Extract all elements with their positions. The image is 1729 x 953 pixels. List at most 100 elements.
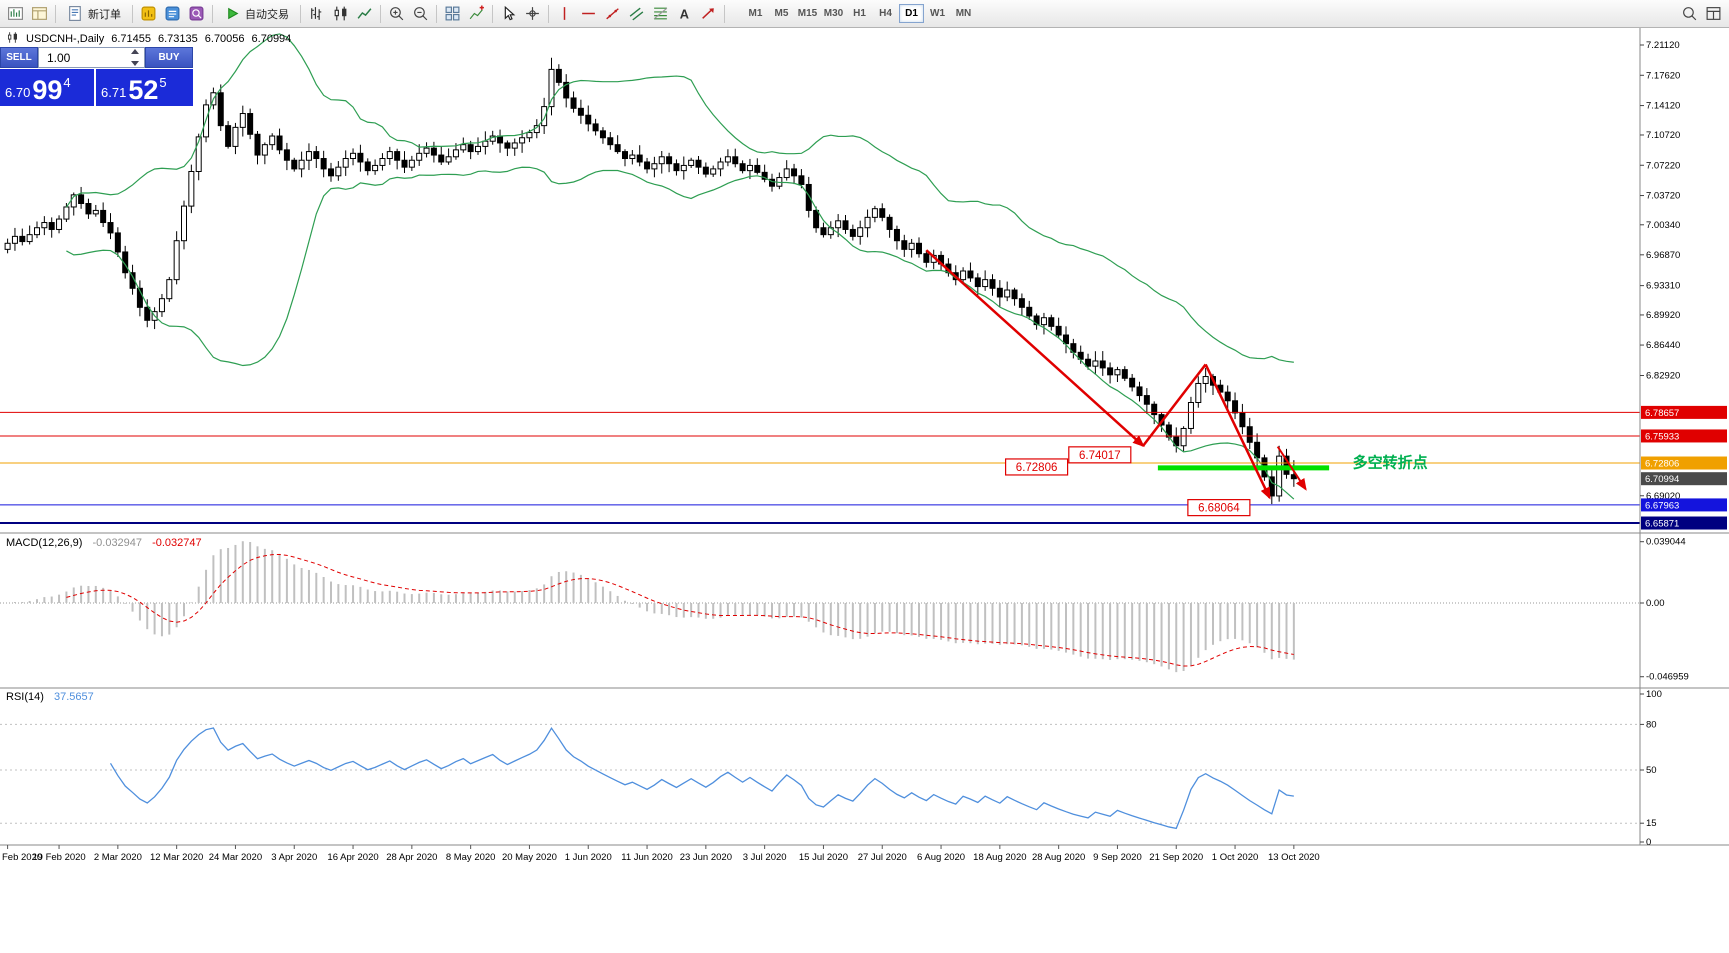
svg-text:6.89920: 6.89920	[1646, 310, 1680, 321]
svg-text:15 Jul 2020: 15 Jul 2020	[799, 852, 848, 863]
macd-main-value: -0.032947	[92, 537, 143, 549]
toolbar-separator	[300, 4, 301, 23]
main-toolbar: 新订单 自动交易 A M1 M5 M15 M30 H1 H4 D1 W1 MN	[0, 0, 1729, 28]
timeframe-mn-button[interactable]: MN	[955, 8, 972, 19]
svg-text:16 Apr 2020: 16 Apr 2020	[327, 852, 378, 863]
autotrading-label: 自动交易	[245, 8, 289, 21]
svg-text:7.17620: 7.17620	[1646, 70, 1680, 81]
ask-prefix: 6.71	[101, 85, 127, 100]
toolbar-separator	[548, 4, 549, 23]
svg-text:6.68064: 6.68064	[1198, 503, 1240, 515]
ask-price-panel[interactable]: 6.71 52 5	[96, 69, 193, 106]
zoom-out-icon	[414, 7, 428, 21]
toolbar-separator	[436, 4, 437, 23]
new-order-icon	[69, 6, 81, 21]
toolbar-separator	[380, 4, 381, 23]
new-chart-button[interactable]	[4, 2, 27, 25]
volume-spinner[interactable]	[131, 49, 142, 66]
cursor-icon	[504, 5, 516, 21]
timeframe-toolbar: M1 M5 M15 M30 H1 H4 D1 W1 MN	[743, 4, 976, 23]
timeframe-h4-button[interactable]: H4	[879, 8, 892, 19]
tile-windows-button[interactable]	[441, 2, 464, 25]
svg-text:6.74017: 6.74017	[1079, 450, 1121, 462]
trendline-button[interactable]	[601, 2, 624, 25]
svg-text:23 Jun 2020: 23 Jun 2020	[680, 852, 732, 863]
symbol-title: USDCNH-,Daily	[26, 33, 105, 45]
sell-button[interactable]: SELL	[0, 47, 38, 68]
zoom-out-button[interactable]	[409, 2, 432, 25]
svg-text:6.65871: 6.65871	[1645, 519, 1679, 530]
timeframe-m5-button[interactable]: M5	[774, 8, 789, 19]
svg-text:1 Jun 2020: 1 Jun 2020	[565, 852, 612, 863]
profiles-button[interactable]	[28, 2, 51, 25]
spinner-up-icon[interactable]	[131, 49, 139, 54]
buy-button[interactable]: BUY	[145, 47, 193, 68]
vertical-line-button[interactable]	[553, 2, 576, 25]
ohlc-close: 6.70994	[251, 33, 292, 45]
svg-text:9 Sep 2020: 9 Sep 2020	[1093, 852, 1142, 863]
macd-axis[interactable]: 0.039044 0.00 -0.046959	[1640, 537, 1689, 683]
svg-text:-0.046959: -0.046959	[1646, 672, 1689, 683]
timeframe-d1-button[interactable]: D1	[899, 4, 924, 23]
timeframe-m15-button[interactable]: M15	[797, 8, 818, 19]
autotrading-button[interactable]: 自动交易	[217, 2, 296, 25]
text-button[interactable]: A	[673, 2, 696, 25]
horizontal-line-button[interactable]	[577, 2, 600, 25]
svg-text:50: 50	[1646, 765, 1657, 776]
crosshair-button[interactable]	[521, 2, 544, 25]
new-chart-icon	[8, 7, 23, 20]
symbol-chart-icon	[6, 31, 19, 47]
volume-value: 1.00	[47, 50, 71, 65]
toolbar-separator	[492, 4, 493, 23]
svg-text:19 Feb 2020: 19 Feb 2020	[32, 852, 85, 863]
new-order-button[interactable]: 新订单	[60, 2, 128, 25]
indicators-button[interactable]	[465, 2, 488, 25]
svg-text:7.00340: 7.00340	[1646, 220, 1680, 231]
price-axis[interactable]: 7.21120 7.17620 7.14120 7.10720 7.07220 7.037…	[1640, 40, 1727, 530]
note-label[interactable]: 多空转折点	[1353, 454, 1428, 472]
cursor-button[interactable]	[497, 2, 520, 25]
data-window-icon	[165, 6, 180, 21]
navigator-button[interactable]	[185, 2, 208, 25]
candlestick-button[interactable]	[329, 2, 352, 25]
layout-button[interactable]	[1702, 2, 1725, 25]
rsi-axis[interactable]: 100 80 50 15 0	[1640, 689, 1662, 848]
ohlc-open: 6.71455	[111, 33, 151, 45]
market-watch-button[interactable]	[137, 2, 160, 25]
timeframe-w1-button[interactable]: W1	[930, 8, 945, 19]
bid-price-panel[interactable]: 6.70 99 4	[0, 69, 94, 106]
horizontal-level-lines[interactable]	[0, 411, 1640, 525]
svg-text:7.14120: 7.14120	[1646, 101, 1680, 112]
horizontal-line-icon	[582, 12, 595, 15]
svg-text:多空转折点: 多空转折点	[1353, 454, 1428, 472]
zoom-in-button[interactable]	[385, 2, 408, 25]
data-window-button[interactable]	[161, 2, 184, 25]
spinner-down-icon[interactable]	[131, 61, 139, 66]
arrows-button[interactable]	[697, 2, 720, 25]
svg-text:2 Mar 2020: 2 Mar 2020	[94, 852, 142, 863]
timeframe-m30-button[interactable]: M30	[823, 8, 844, 19]
trend-arrows[interactable]	[925, 249, 1307, 500]
timeframe-h1-button[interactable]: H1	[853, 8, 866, 19]
bar-chart-icon	[311, 7, 322, 20]
toolbar-separator	[55, 4, 56, 23]
macd-indicator-label: MACD(12,26,9) -0.032947 -0.032747	[6, 537, 202, 549]
timeframe-m1-button[interactable]: M1	[748, 8, 763, 19]
svg-text:1 Oct 2020: 1 Oct 2020	[1212, 852, 1258, 863]
svg-text:6.72806: 6.72806	[1645, 459, 1679, 470]
line-chart-button[interactable]	[353, 2, 376, 25]
volume-input[interactable]: 1.00	[38, 47, 145, 68]
rsi-value: 37.5657	[53, 691, 94, 703]
svg-text:7.07220: 7.07220	[1646, 160, 1680, 171]
bar-chart-button[interactable]	[305, 2, 328, 25]
channel-button[interactable]	[625, 2, 648, 25]
price-annotation-labels[interactable]: 6.72806 6.74017 6.68064	[1004, 446, 1251, 517]
fibonacci-button[interactable]	[649, 2, 672, 25]
svg-text:28 Aug 2020: 28 Aug 2020	[1032, 852, 1085, 863]
panel-separators	[0, 28, 1729, 846]
toolbar-separator	[132, 4, 133, 23]
svg-text:6.72806: 6.72806	[1016, 462, 1058, 474]
search-button[interactable]	[1678, 2, 1701, 25]
